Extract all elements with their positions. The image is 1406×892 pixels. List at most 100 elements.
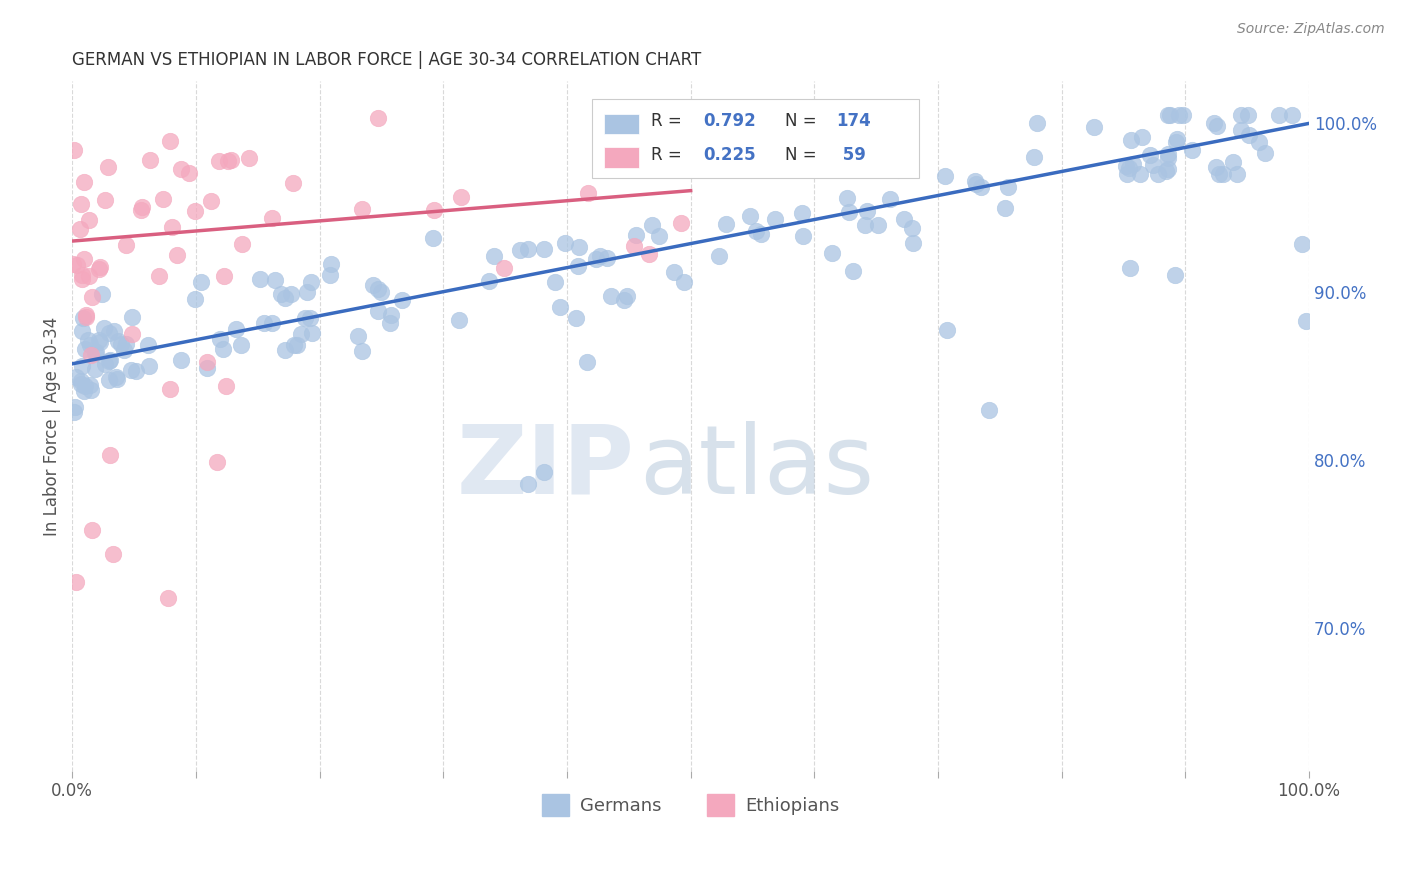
Point	[73, 252, 96, 267]
Point	[367, 303, 389, 318]
Point	[79, 337, 101, 351]
Point	[517, 242, 540, 256]
Point	[205, 455, 228, 469]
Point	[107, 334, 129, 349]
Text: R =: R =	[651, 146, 688, 164]
Point	[253, 316, 276, 330]
Point	[567, 259, 589, 273]
Point	[585, 252, 607, 267]
Point	[170, 162, 193, 177]
Point	[380, 308, 402, 322]
Text: 0.225: 0.225	[703, 146, 755, 164]
Y-axis label: In Labor Force | Age 30-34: In Labor Force | Age 30-34	[44, 317, 60, 535]
Point	[280, 286, 302, 301]
Point	[1164, 268, 1187, 282]
Point	[1157, 108, 1180, 122]
Point	[97, 354, 120, 368]
Point	[1168, 108, 1191, 122]
Point	[69, 374, 91, 388]
Point	[121, 326, 143, 341]
Point	[105, 369, 128, 384]
Point	[283, 176, 305, 190]
Text: N =: N =	[785, 112, 821, 130]
Point	[350, 343, 373, 358]
Point	[378, 316, 401, 330]
Point	[285, 338, 308, 352]
Point	[879, 192, 901, 206]
Point	[98, 373, 121, 387]
Point	[190, 275, 212, 289]
Point	[72, 311, 94, 326]
Point	[86, 345, 108, 359]
Point	[509, 244, 531, 258]
Point	[965, 177, 987, 191]
Point	[1129, 167, 1152, 181]
Point	[853, 218, 876, 232]
Point	[66, 258, 89, 272]
Point	[79, 378, 101, 392]
Bar	[605, 114, 638, 135]
Point	[1115, 167, 1137, 181]
Point	[347, 329, 370, 343]
Point	[159, 134, 181, 148]
Point	[75, 342, 97, 356]
Point	[89, 334, 111, 349]
Point	[200, 194, 222, 209]
Point	[170, 353, 193, 368]
Point	[295, 285, 318, 300]
Legend: Germans, Ethiopians: Germans, Ethiopians	[536, 788, 846, 823]
Point	[131, 200, 153, 214]
Point	[484, 249, 506, 263]
Text: 0.792: 0.792	[703, 112, 756, 130]
Text: 59: 59	[837, 146, 866, 164]
Point	[69, 221, 91, 235]
Point	[671, 216, 693, 230]
Point	[361, 277, 384, 292]
Point	[93, 357, 115, 371]
Point	[903, 235, 925, 250]
Point	[1281, 108, 1303, 122]
Point	[63, 400, 86, 414]
Point	[1204, 116, 1226, 130]
Point	[893, 212, 915, 227]
Point	[1181, 144, 1204, 158]
Point	[274, 291, 297, 305]
Point	[568, 240, 591, 254]
Point	[624, 228, 647, 243]
Point	[62, 405, 84, 419]
Point	[121, 310, 143, 324]
Point	[65, 574, 87, 589]
Point	[763, 211, 786, 226]
Bar	[605, 147, 638, 168]
Point	[115, 238, 138, 252]
Point	[740, 210, 762, 224]
Point	[262, 316, 284, 330]
Point	[87, 333, 110, 347]
Text: GERMAN VS ETHIOPIAN IN LABOR FORCE | AGE 30-34 CORRELATION CHART: GERMAN VS ETHIOPIAN IN LABOR FORCE | AGE…	[72, 51, 702, 69]
Point	[370, 285, 392, 299]
Point	[94, 193, 117, 207]
Point	[274, 343, 297, 357]
Point	[672, 275, 695, 289]
Point	[215, 379, 238, 393]
Point	[714, 217, 737, 231]
Point	[209, 332, 232, 346]
Point	[73, 379, 96, 393]
Point	[179, 166, 201, 180]
Point	[1115, 159, 1137, 173]
Point	[638, 246, 661, 260]
Point	[91, 286, 114, 301]
Point	[749, 227, 772, 242]
Point	[79, 268, 101, 283]
Point	[352, 202, 374, 217]
Point	[790, 205, 813, 219]
Point	[101, 547, 124, 561]
Point	[125, 364, 148, 378]
Point	[838, 205, 860, 219]
Point	[616, 289, 638, 303]
Point	[887, 163, 910, 178]
Point	[709, 249, 731, 263]
Point	[217, 154, 239, 169]
Point	[260, 211, 283, 225]
Point	[283, 338, 305, 352]
